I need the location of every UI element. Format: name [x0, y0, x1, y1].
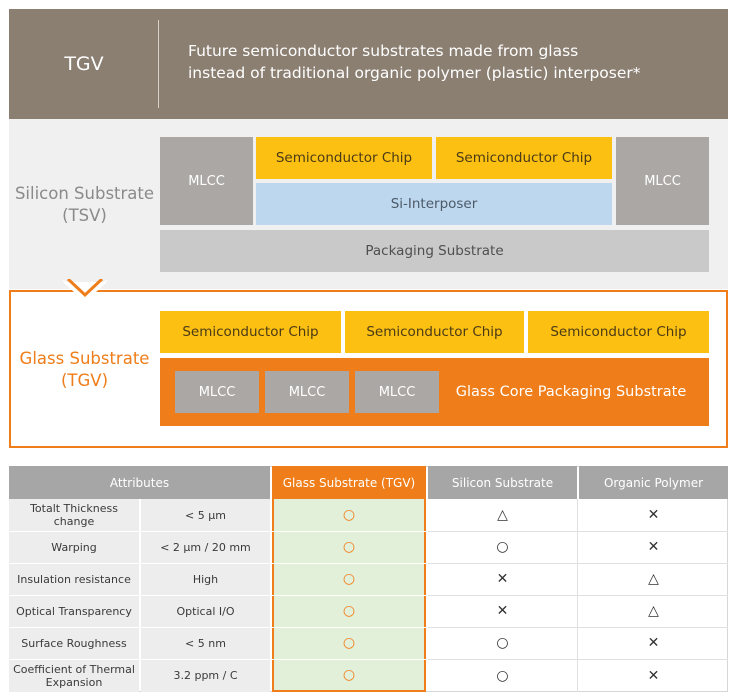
th-organic: Organic Polymer [579, 466, 728, 499]
cross-icon: ✕ [579, 659, 728, 692]
header-description-line-2: instead of traditional organic polymer (… [188, 62, 708, 84]
silicon-chip-1: Semiconductor Chip [256, 137, 432, 179]
glass-chip-2: Semiconductor Chip [345, 311, 524, 353]
circle-icon: ○ [272, 563, 426, 595]
attributes-table: Attributes Glass Substrate (TGV) Silicon… [9, 466, 728, 692]
cross-icon: ✕ [579, 499, 728, 531]
glass-chip-1: Semiconductor Chip [160, 311, 341, 353]
circle-icon: ○ [272, 627, 426, 659]
row-1-attribute: Totalt Thickness change [9, 499, 139, 531]
row-4-value: Optical I/O [141, 595, 270, 627]
glass-chip-3: Semiconductor Chip [528, 311, 709, 353]
si-interposer: Si-Interposer [256, 183, 612, 225]
cross-icon: ✕ [579, 627, 728, 659]
th-glass: Glass Substrate (TGV) [272, 466, 426, 499]
th-attributes: Attributes [9, 466, 270, 499]
triangle-icon: △ [579, 563, 728, 595]
row-5-attribute: Surface Roughness [9, 627, 139, 659]
column-divider [577, 499, 578, 692]
glass-mlcc-3: MLCC [355, 371, 439, 413]
row-1-value: < 5 μm [141, 499, 270, 531]
triangle-icon: △ [428, 499, 577, 531]
down-chevron-icon [60, 279, 110, 305]
glass-core-label: Glass Core Packaging Substrate [440, 358, 702, 426]
cross-icon: ✕ [428, 563, 577, 595]
row-2-attribute: Warping [9, 531, 139, 563]
th-silicon: Silicon Substrate [428, 466, 577, 499]
row-6-attribute: Coefficient of Thermal Expansion [9, 659, 139, 692]
row-3-value: High [141, 563, 270, 595]
silicon-title-line-1: Silicon Substrate [12, 183, 157, 205]
header-divider [158, 20, 159, 108]
glass-mlcc-1: MLCC [175, 371, 259, 413]
row-5-value: < 5 nm [141, 627, 270, 659]
packaging-substrate: Packaging Substrate [160, 230, 709, 272]
cross-icon: ✕ [579, 531, 728, 563]
silicon-mlcc-left: MLCC [160, 137, 253, 225]
cross-icon: ✕ [428, 595, 577, 627]
circle-icon: ○ [272, 531, 426, 563]
circle-icon: ○ [272, 595, 426, 627]
silicon-mlcc-right: MLCC [616, 137, 709, 225]
row-6-value: 3.2 ppm / C [141, 659, 270, 692]
circle-icon: ○ [272, 499, 426, 531]
circle-icon: ○ [428, 627, 577, 659]
circle-icon: ○ [428, 531, 577, 563]
header-description: Future semiconductor substrates made fro… [188, 40, 708, 84]
glass-title-line-2: (TGV) [12, 370, 157, 392]
glass-title-line-1: Glass Substrate [12, 348, 157, 370]
circle-icon: ○ [428, 659, 577, 692]
silicon-substrate-title: Silicon Substrate (TSV) [12, 183, 157, 227]
silicon-chip-2: Semiconductor Chip [436, 137, 612, 179]
header-description-line-1: Future semiconductor substrates made fro… [188, 40, 708, 62]
triangle-icon: △ [579, 595, 728, 627]
circle-icon: ○ [272, 659, 426, 690]
tgv-label: TGV [9, 9, 159, 119]
row-2-value: < 2 μm / 20 mm [141, 531, 270, 563]
silicon-title-line-2: (TSV) [12, 205, 157, 227]
row-3-attribute: Insulation resistance [9, 563, 139, 595]
glass-mlcc-2: MLCC [265, 371, 349, 413]
row-4-attribute: Optical Transparency [9, 595, 139, 627]
glass-substrate-title: Glass Substrate (TGV) [12, 348, 157, 392]
